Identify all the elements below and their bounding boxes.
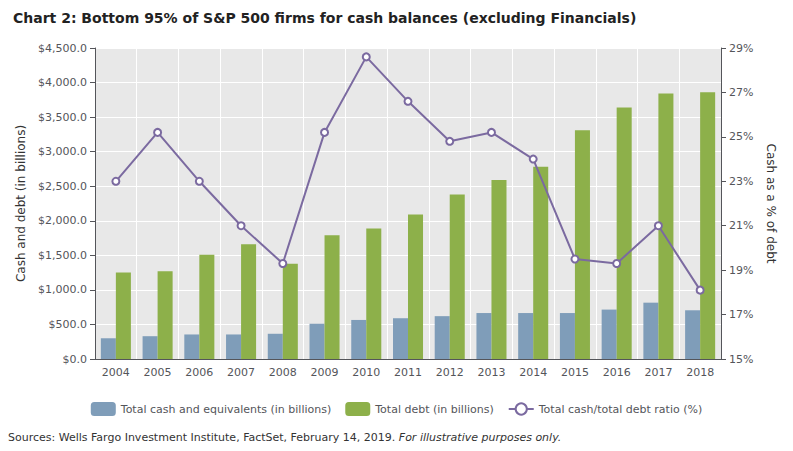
svg-text:2006: 2006 — [185, 366, 213, 379]
svg-text:2009: 2009 — [311, 366, 339, 379]
svg-text:Total cash/total debt ratio (%: Total cash/total debt ratio (%) — [538, 403, 702, 416]
svg-text:Total cash and equivalents (in: Total cash and equivalents (in billions) — [120, 403, 331, 416]
svg-text:2018: 2018 — [686, 366, 714, 379]
svg-text:$3,500.0: $3,500.0 — [38, 111, 87, 124]
svg-text:21%: 21% — [729, 219, 753, 232]
svg-text:2012: 2012 — [436, 366, 464, 379]
svg-text:2017: 2017 — [644, 366, 672, 379]
svg-text:For illustrative purposes only: For illustrative purposes only. — [399, 431, 562, 444]
svg-text:2016: 2016 — [603, 366, 631, 379]
svg-text:$2,500.0: $2,500.0 — [38, 180, 87, 193]
svg-text:Cash as a % of debt: Cash as a % of debt — [764, 144, 778, 264]
svg-text:Cash and debt (in billions): Cash and debt (in billions) — [14, 125, 28, 282]
svg-text:2004: 2004 — [102, 366, 130, 379]
svg-text:$3,000.0: $3,000.0 — [38, 145, 87, 158]
svg-text:Chart 2: Bottom 95% of S&P 500: Chart 2: Bottom 95% of S&P 500 firms for… — [13, 10, 636, 26]
svg-text:$4,500.0: $4,500.0 — [38, 42, 87, 55]
svg-text:2011: 2011 — [394, 366, 422, 379]
svg-text:2015: 2015 — [561, 366, 589, 379]
svg-text:$1,000.0: $1,000.0 — [38, 283, 87, 296]
svg-text:2014: 2014 — [519, 366, 547, 379]
svg-text:19%: 19% — [729, 264, 753, 277]
svg-text:$4,000.0: $4,000.0 — [38, 76, 87, 89]
svg-text:2005: 2005 — [144, 366, 172, 379]
svg-text:15%: 15% — [729, 353, 753, 366]
svg-text:29%: 29% — [729, 42, 753, 55]
svg-text:Total debt (in billions): Total debt (in billions) — [374, 403, 493, 416]
svg-text:2010: 2010 — [352, 366, 380, 379]
svg-text:$0.0: $0.0 — [63, 353, 88, 366]
svg-text:Sources: Wells Fargo Investmen: Sources: Wells Fargo Investment Institut… — [8, 431, 395, 444]
svg-text:$1,500.0: $1,500.0 — [38, 249, 87, 262]
svg-text:$500.0: $500.0 — [49, 318, 88, 331]
svg-text:2013: 2013 — [477, 366, 505, 379]
svg-text:$2,000.0: $2,000.0 — [38, 214, 87, 227]
svg-text:23%: 23% — [729, 175, 753, 188]
svg-text:2008: 2008 — [269, 366, 297, 379]
svg-text:17%: 17% — [729, 308, 753, 321]
svg-text:27%: 27% — [729, 86, 753, 99]
svg-text:25%: 25% — [729, 130, 753, 143]
svg-text:2007: 2007 — [227, 366, 255, 379]
